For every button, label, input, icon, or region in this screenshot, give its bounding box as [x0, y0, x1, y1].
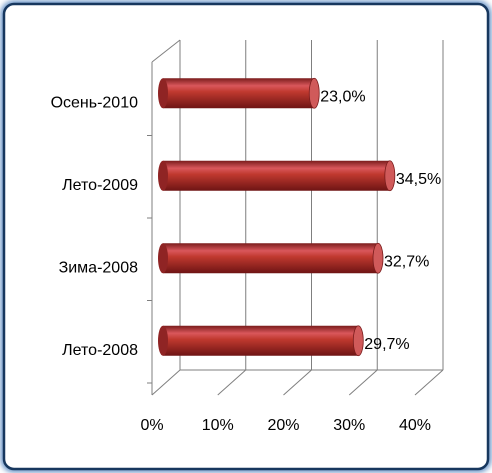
data-label: 23,0% — [320, 88, 365, 105]
bar — [163, 325, 359, 356]
bar-start-cap — [158, 325, 168, 356]
y-tick-label: Зима-2008 — [59, 259, 139, 276]
bar-end-cap — [384, 160, 396, 192]
bar-start-cap — [158, 78, 168, 109]
x-tick-label: 10% — [202, 417, 234, 434]
x-tick-label: 20% — [267, 417, 299, 434]
bar — [163, 160, 390, 191]
bar — [163, 78, 315, 109]
y-tick-label: Осень-2010 — [51, 94, 139, 111]
bar-end-cap — [372, 242, 384, 274]
data-label: 29,7% — [364, 336, 409, 353]
y-tick-label: Лето-2009 — [62, 177, 138, 194]
wall-top-edge — [151, 39, 181, 63]
floor-line — [217, 369, 247, 396]
data-label: 32,7% — [384, 253, 429, 270]
floor-line — [414, 369, 444, 396]
bar-start-cap — [158, 243, 168, 274]
x-tick-label: 0% — [140, 417, 163, 434]
bar-end-cap — [352, 325, 364, 357]
floor-line — [348, 369, 378, 396]
x-tick-label: 40% — [399, 417, 431, 434]
bar-start-cap — [158, 160, 168, 191]
data-label: 34,5% — [396, 171, 441, 188]
bar — [163, 243, 379, 274]
floor-line — [283, 369, 312, 396]
floor-line — [151, 369, 181, 396]
bar-end-cap — [308, 77, 320, 109]
x-tick-label: 30% — [333, 417, 365, 434]
y-tick-label: Лето-2008 — [62, 342, 138, 359]
